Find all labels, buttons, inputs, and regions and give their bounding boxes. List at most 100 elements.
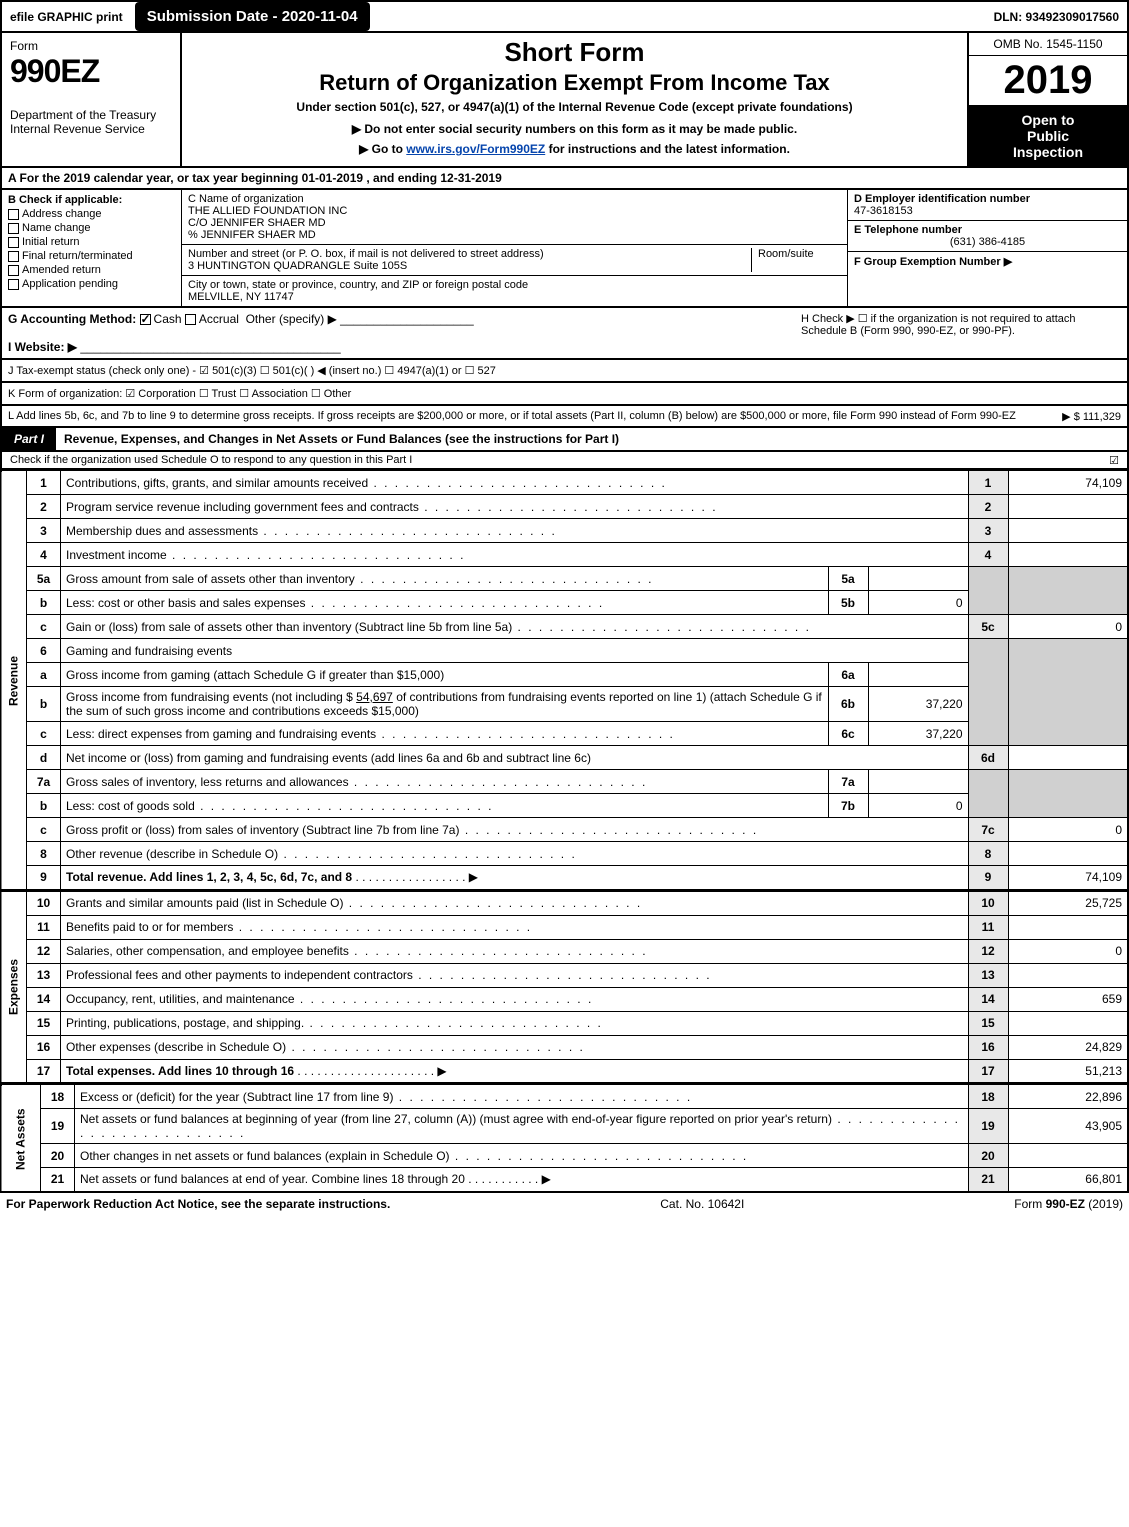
netassets-table: Net Assets 18 Excess or (deficit) for th… [0, 1084, 1129, 1193]
chk-name-change[interactable] [8, 223, 19, 234]
chk-cash[interactable] [140, 314, 151, 325]
ein-value: 47-3618153 [854, 205, 913, 217]
l5c-num: c [27, 615, 61, 639]
chk-final-return[interactable] [8, 251, 19, 262]
submission-date-badge: Submission Date - 2020-11-04 [135, 2, 370, 31]
goto-link[interactable]: www.irs.gov/Form990EZ [406, 142, 545, 156]
l6d-num: d [27, 746, 61, 770]
l4-val [1008, 543, 1128, 567]
row-l-amount: ▶ $ 111,329 [1062, 410, 1121, 423]
chk-initial-return[interactable] [8, 237, 19, 248]
l1-rn: 1 [968, 471, 1008, 495]
l5b-iv: 0 [868, 591, 968, 615]
ssn-notice: ▶ Do not enter social security numbers o… [190, 122, 959, 136]
l6d-desc: Net income or (loss) from gaming and fun… [61, 746, 969, 770]
l7c-desc: Gross profit or (loss) from sales of inv… [61, 818, 969, 842]
l5b-num: b [27, 591, 61, 615]
l18-val: 22,896 [1008, 1085, 1128, 1109]
l15-num: 15 [27, 1011, 61, 1035]
l6b-desc: Gross income from fundraising events (no… [61, 687, 829, 722]
l9-val: 74,109 [1008, 866, 1128, 890]
org-name: THE ALLIED FOUNDATION INC [188, 205, 347, 217]
footer: For Paperwork Reduction Act Notice, see … [0, 1193, 1129, 1215]
omb-number: OMB No. 1545-1150 [969, 33, 1127, 56]
l18-rn: 18 [968, 1085, 1008, 1109]
l8-rn: 8 [968, 842, 1008, 866]
part-1-label: Part I [2, 428, 56, 450]
return-title: Return of Organization Exempt From Incom… [190, 70, 959, 96]
efile-label: efile GRAPHIC print [2, 6, 131, 28]
l4-desc: Investment income [61, 543, 969, 567]
l21-rn: 21 [968, 1168, 1008, 1192]
form-header: Form 990EZ Department of the Treasury In… [0, 33, 1129, 168]
l7a-num: 7a [27, 770, 61, 794]
l3-desc: Membership dues and assessments [61, 519, 969, 543]
dept-irs: Internal Revenue Service [10, 122, 172, 136]
chk-address-change[interactable] [8, 209, 19, 220]
lbl-application-pending: Application pending [22, 278, 118, 290]
dept-treasury: Department of the Treasury [10, 108, 172, 122]
l11-val [1008, 915, 1128, 939]
l2-rn: 2 [968, 495, 1008, 519]
l5a-num: 5a [27, 567, 61, 591]
l1-desc: Contributions, gifts, grants, and simila… [61, 471, 969, 495]
l20-rn: 20 [968, 1144, 1008, 1168]
street-label: Number and street (or P. O. box, if mail… [188, 248, 544, 260]
inspection-1: Open to [973, 112, 1123, 128]
l10-desc: Grants and similar amounts paid (list in… [61, 891, 969, 915]
l11-rn: 11 [968, 915, 1008, 939]
dln-label: DLN: 93492309017560 [986, 6, 1127, 28]
l21-desc-t: Net assets or fund balances at end of ye… [80, 1172, 465, 1186]
lbl-cash: Cash [154, 312, 182, 326]
lbl-initial-return: Initial return [22, 236, 79, 248]
revenue-table: Revenue 1 Contributions, gifts, grants, … [0, 470, 1129, 891]
city-label: City or town, state or province, country… [188, 279, 528, 291]
l2-desc: Program service revenue including govern… [61, 495, 969, 519]
l15-desc: Printing, publications, postage, and shi… [61, 1011, 969, 1035]
section-def: D Employer identification number 47-3618… [847, 190, 1127, 306]
l7c-num: c [27, 818, 61, 842]
chk-accrual[interactable] [185, 314, 196, 325]
l17-num: 17 [27, 1059, 61, 1083]
goto-pre: ▶ Go to [359, 142, 406, 156]
l20-val [1008, 1144, 1128, 1168]
l6c-desc: Less: direct expenses from gaming and fu… [61, 722, 829, 746]
l3-rn: 3 [968, 519, 1008, 543]
chk-application-pending[interactable] [8, 279, 19, 290]
row-k: K Form of organization: ☑ Corporation ☐ … [0, 383, 1129, 406]
f-label: F Group Exemption Number ▶ [854, 256, 1012, 268]
lbl-name-change: Name change [22, 222, 91, 234]
l12-val: 0 [1008, 939, 1128, 963]
inspection-box: Open to Public Inspection [969, 106, 1127, 166]
l14-rn: 14 [968, 987, 1008, 1011]
l18-num: 18 [41, 1085, 75, 1109]
side-netassets: Net Assets [1, 1085, 41, 1192]
l7a-iv [868, 770, 968, 794]
l19-desc: Net assets or fund balances at beginning… [75, 1109, 969, 1144]
l6d-val [1008, 746, 1128, 770]
goto-line: ▶ Go to www.irs.gov/Form990EZ for instru… [190, 142, 959, 156]
l14-desc: Occupancy, rent, utilities, and maintena… [61, 987, 969, 1011]
short-form-title: Short Form [190, 37, 959, 68]
section-b-title: B Check if applicable: [8, 194, 122, 206]
g-label: G Accounting Method: [8, 312, 136, 326]
l2-val [1008, 495, 1128, 519]
l12-desc: Salaries, other compensation, and employ… [61, 939, 969, 963]
phone-value: (631) 386-4185 [854, 236, 1121, 248]
l13-num: 13 [27, 963, 61, 987]
l8-val [1008, 842, 1128, 866]
l5a-in: 5a [828, 567, 868, 591]
row-g-h: G Accounting Method: Cash Accrual Other … [0, 308, 1129, 360]
l5a-desc: Gross amount from sale of assets other t… [61, 567, 829, 591]
l18-desc: Excess or (deficit) for the year (Subtra… [75, 1085, 969, 1109]
e-label: E Telephone number [854, 224, 962, 236]
l13-desc: Professional fees and other payments to … [61, 963, 969, 987]
header-mid: Short Form Return of Organization Exempt… [182, 33, 967, 166]
i-label: I Website: ▶ [8, 340, 77, 354]
l6-grey-val [1008, 639, 1128, 746]
l6b-iv: 37,220 [868, 687, 968, 722]
chk-amended-return[interactable] [8, 265, 19, 276]
l14-num: 14 [27, 987, 61, 1011]
l10-val: 25,725 [1008, 891, 1128, 915]
l9-rn: 9 [968, 866, 1008, 890]
